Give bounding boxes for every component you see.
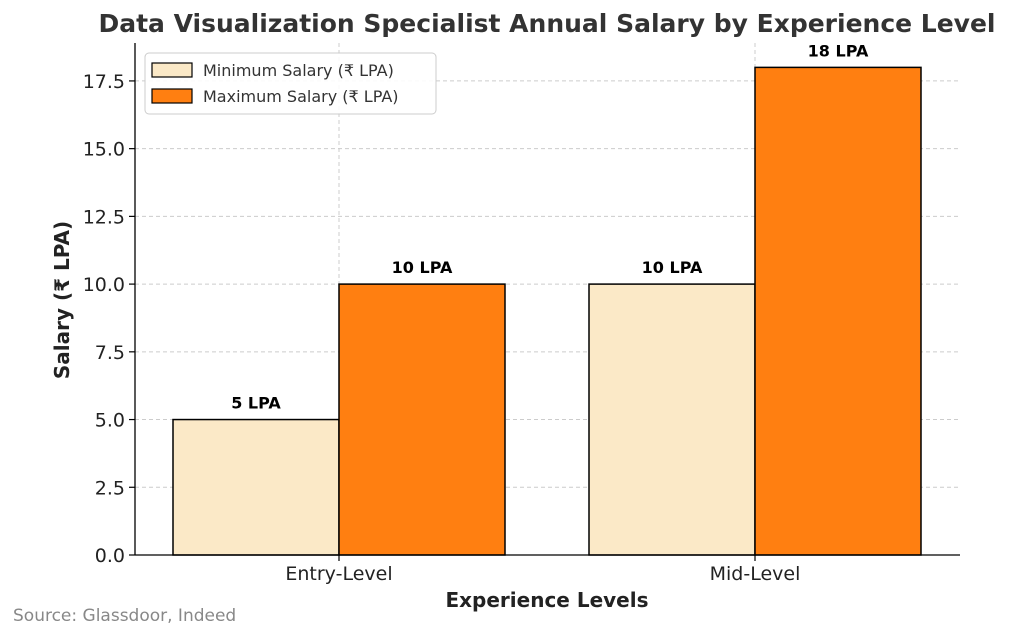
bar-value-label: 18 LPA — [808, 41, 869, 60]
legend-swatch — [151, 62, 193, 78]
y-axis-label: Salary (₹ LPA) — [50, 221, 74, 379]
y-tick-label: 0.0 — [95, 545, 125, 567]
axes: 0.0 2.5 5.0 7.5 10.0 12.5 15.0 17.5 Entry-Level M… — [83, 43, 960, 585]
y-tick-label: 12.5 — [83, 206, 125, 228]
legend-swatch — [151, 88, 193, 104]
bar-maximum-mid-level — [754, 66, 922, 556]
bar-minimum-mid-level — [588, 283, 756, 556]
legend-box — [144, 52, 437, 115]
bar-minimum-entry-level — [172, 418, 340, 556]
y-tick-label: 17.5 — [83, 71, 125, 93]
y-tick-label: 5.0 — [95, 410, 125, 432]
source-note: Source: Glassdoor, Indeed — [13, 606, 236, 626]
bar-value-label: 5 LPA — [231, 394, 281, 413]
legend: Minimum Salary (₹ LPA) Maximum Salary (₹ … — [144, 52, 437, 115]
bar-value-label: 10 LPA — [642, 258, 703, 277]
x-tick-label: Entry-Level — [285, 563, 392, 585]
y-tick-label: 2.5 — [95, 477, 125, 499]
legend-label: Maximum Salary (₹ LPA) — [203, 87, 399, 106]
bar-maximum-entry-level — [338, 283, 506, 556]
data-labels: 5 LPA 10 LPA 10 LPA 18 LPA — [231, 41, 869, 412]
bars — [172, 66, 922, 556]
chart-title: Data Visualization Specialist Annual Sal… — [98, 9, 995, 38]
y-tick-label: 7.5 — [95, 342, 125, 364]
bar-value-label: 10 LPA — [392, 258, 453, 277]
y-tick-label: 15.0 — [83, 139, 125, 161]
y-tick-label: 10.0 — [83, 274, 125, 296]
x-tick-label: Mid-Level — [710, 563, 801, 585]
legend-label: Minimum Salary (₹ LPA) — [203, 61, 394, 80]
x-axis-label: Experience Levels — [445, 588, 648, 612]
